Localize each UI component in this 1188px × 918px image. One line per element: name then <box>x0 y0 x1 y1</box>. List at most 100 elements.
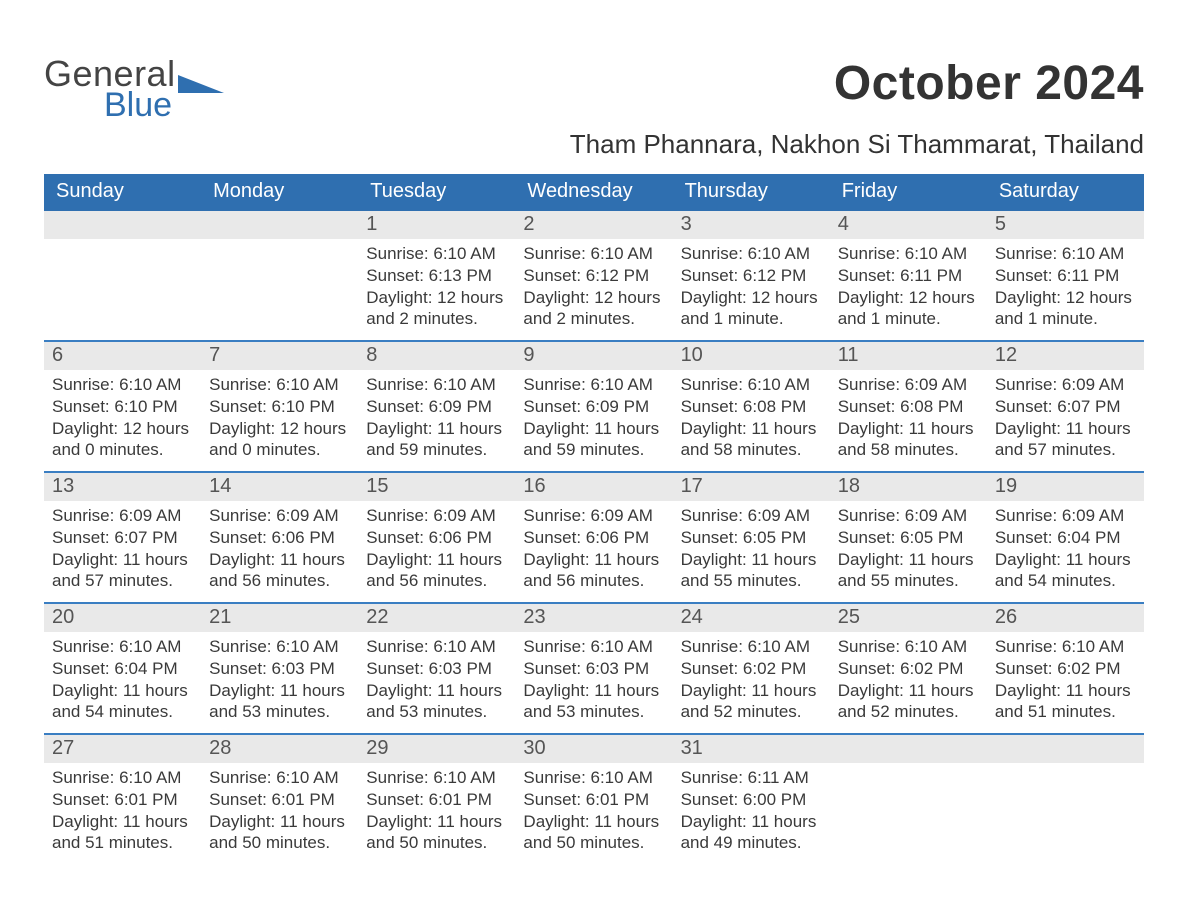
day-number: 26 <box>987 604 1144 632</box>
calendar-day-cell <box>201 211 358 341</box>
sunset-line: Sunset: 6:01 PM <box>209 789 352 811</box>
sunrise-line: Sunrise: 6:10 AM <box>523 243 666 265</box>
sunrise-line: Sunrise: 6:09 AM <box>838 374 981 396</box>
day-number: 12 <box>987 342 1144 370</box>
sunset-line: Sunset: 6:04 PM <box>995 527 1138 549</box>
calendar-day-cell: 29Sunrise: 6:10 AMSunset: 6:01 PMDayligh… <box>358 734 515 864</box>
brand-logo: General Blue <box>44 56 224 122</box>
calendar-day-cell: 15Sunrise: 6:09 AMSunset: 6:06 PMDayligh… <box>358 472 515 603</box>
daylight-line: Daylight: 11 hours and 50 minutes. <box>366 811 509 855</box>
weekday-header: Thursday <box>673 174 830 211</box>
sunrise-line: Sunrise: 6:09 AM <box>995 505 1138 527</box>
header-row: General Blue October 2024 Tham Phannara,… <box>44 56 1144 174</box>
calendar-day-cell: 13Sunrise: 6:09 AMSunset: 6:07 PMDayligh… <box>44 472 201 603</box>
weekday-header: Tuesday <box>358 174 515 211</box>
day-number: 1 <box>358 211 515 239</box>
day-number <box>830 735 987 763</box>
day-details: Sunrise: 6:10 AMSunset: 6:09 PMDaylight:… <box>515 374 666 471</box>
day-number <box>987 735 1144 763</box>
day-details: Sunrise: 6:09 AMSunset: 6:06 PMDaylight:… <box>201 505 352 602</box>
day-details: Sunrise: 6:09 AMSunset: 6:07 PMDaylight:… <box>987 374 1138 471</box>
calendar-day-cell: 12 Sunrise: 6:09 AMSunset: 6:07 PMDayligh… <box>987 341 1144 472</box>
day-details: Sunrise: 6:10 AMSunset: 6:12 PMDaylight:… <box>673 243 824 340</box>
calendar-week-row: 27Sunrise: 6:10 AMSunset: 6:01 PMDayligh… <box>44 734 1144 864</box>
sunrise-line: Sunrise: 6:09 AM <box>995 374 1138 396</box>
day-number: 7 <box>201 342 358 370</box>
calendar-day-cell: 23Sunrise: 6:10 AMSunset: 6:03 PMDayligh… <box>515 603 672 734</box>
calendar-week-row: 13Sunrise: 6:09 AMSunset: 6:07 PMDayligh… <box>44 472 1144 603</box>
day-number: 10 <box>673 342 830 370</box>
day-number: 25 <box>830 604 987 632</box>
sunrise-line: Sunrise: 6:09 AM <box>366 505 509 527</box>
sunset-line: Sunset: 6:07 PM <box>52 527 195 549</box>
day-number: 8 <box>358 342 515 370</box>
day-number: 28 <box>201 735 358 763</box>
title-block: October 2024 Tham Phannara, Nakhon Si Th… <box>570 56 1144 174</box>
day-details: Sunrise: 6:10 AMSunset: 6:12 PMDaylight:… <box>515 243 666 340</box>
day-number: 23 <box>515 604 672 632</box>
calendar-day-cell: 26Sunrise: 6:10 AMSunset: 6:02 PMDayligh… <box>987 603 1144 734</box>
sunset-line: Sunset: 6:06 PM <box>366 527 509 549</box>
calendar-day-cell: 5 Sunrise: 6:10 AMSunset: 6:11 PMDaylight… <box>987 211 1144 341</box>
day-number: 5 <box>987 211 1144 239</box>
daylight-line: Daylight: 11 hours and 56 minutes. <box>366 549 509 593</box>
day-number: 11 <box>830 342 987 370</box>
sunrise-line: Sunrise: 6:10 AM <box>52 374 195 396</box>
sunrise-line: Sunrise: 6:10 AM <box>209 374 352 396</box>
day-number: 3 <box>673 211 830 239</box>
calendar-page: General Blue October 2024 Tham Phannara,… <box>0 0 1188 904</box>
daylight-line: Daylight: 12 hours and 2 minutes. <box>366 287 509 331</box>
sunrise-line: Sunrise: 6:10 AM <box>523 767 666 789</box>
calendar-day-cell: 11 Sunrise: 6:09 AMSunset: 6:08 PMDayligh… <box>830 341 987 472</box>
daylight-line: Daylight: 12 hours and 0 minutes. <box>209 418 352 462</box>
sunset-line: Sunset: 6:05 PM <box>838 527 981 549</box>
day-details: Sunrise: 6:09 AMSunset: 6:08 PMDaylight:… <box>830 374 981 471</box>
sunrise-line: Sunrise: 6:10 AM <box>366 243 509 265</box>
calendar-day-cell <box>987 734 1144 864</box>
sunrise-line: Sunrise: 6:09 AM <box>523 505 666 527</box>
day-details: Sunrise: 6:09 AMSunset: 6:04 PMDaylight:… <box>987 505 1138 602</box>
daylight-line: Daylight: 11 hours and 52 minutes. <box>681 680 824 724</box>
day-number <box>201 211 358 239</box>
calendar-day-cell: 20Sunrise: 6:10 AMSunset: 6:04 PMDayligh… <box>44 603 201 734</box>
daylight-line: Daylight: 11 hours and 50 minutes. <box>209 811 352 855</box>
day-details: Sunrise: 6:10 AMSunset: 6:02 PMDaylight:… <box>673 636 824 733</box>
weekday-header: Wednesday <box>515 174 672 211</box>
calendar-day-cell <box>44 211 201 341</box>
daylight-line: Daylight: 11 hours and 53 minutes. <box>366 680 509 724</box>
day-number: 27 <box>44 735 201 763</box>
daylight-line: Daylight: 11 hours and 57 minutes. <box>52 549 195 593</box>
sunset-line: Sunset: 6:05 PM <box>681 527 824 549</box>
day-details: Sunrise: 6:09 AMSunset: 6:06 PMDaylight:… <box>358 505 509 602</box>
calendar-table: SundayMondayTuesdayWednesdayThursdayFrid… <box>44 174 1144 864</box>
sunrise-line: Sunrise: 6:10 AM <box>366 374 509 396</box>
day-number: 2 <box>515 211 672 239</box>
sunrise-line: Sunrise: 6:10 AM <box>523 636 666 658</box>
sunset-line: Sunset: 6:11 PM <box>838 265 981 287</box>
daylight-line: Daylight: 11 hours and 58 minutes. <box>838 418 981 462</box>
calendar-day-cell: 19Sunrise: 6:09 AMSunset: 6:04 PMDayligh… <box>987 472 1144 603</box>
day-number: 16 <box>515 473 672 501</box>
calendar-week-row: 6Sunrise: 6:10 AMSunset: 6:10 PMDaylight… <box>44 341 1144 472</box>
day-number: 30 <box>515 735 672 763</box>
sunrise-line: Sunrise: 6:10 AM <box>209 636 352 658</box>
calendar-day-cell: 8Sunrise: 6:10 AMSunset: 6:09 PMDaylight… <box>358 341 515 472</box>
day-details: Sunrise: 6:09 AMSunset: 6:05 PMDaylight:… <box>673 505 824 602</box>
page-title: October 2024 <box>570 56 1144 111</box>
day-number: 6 <box>44 342 201 370</box>
daylight-line: Daylight: 11 hours and 55 minutes. <box>838 549 981 593</box>
sunrise-line: Sunrise: 6:10 AM <box>838 636 981 658</box>
day-number: 17 <box>673 473 830 501</box>
sunset-line: Sunset: 6:04 PM <box>52 658 195 680</box>
day-number: 13 <box>44 473 201 501</box>
day-details: Sunrise: 6:10 AMSunset: 6:01 PMDaylight:… <box>515 767 666 864</box>
daylight-line: Daylight: 11 hours and 53 minutes. <box>523 680 666 724</box>
calendar-day-cell: 2 Sunrise: 6:10 AMSunset: 6:12 PMDaylight… <box>515 211 672 341</box>
day-details: Sunrise: 6:10 AMSunset: 6:11 PMDaylight:… <box>987 243 1138 340</box>
day-details: Sunrise: 6:10 AMSunset: 6:01 PMDaylight:… <box>201 767 352 864</box>
calendar-day-cell: 18Sunrise: 6:09 AMSunset: 6:05 PMDayligh… <box>830 472 987 603</box>
sunset-line: Sunset: 6:10 PM <box>52 396 195 418</box>
day-details: Sunrise: 6:10 AMSunset: 6:02 PMDaylight:… <box>830 636 981 733</box>
daylight-line: Daylight: 12 hours and 1 minute. <box>681 287 824 331</box>
sunset-line: Sunset: 6:11 PM <box>995 265 1138 287</box>
